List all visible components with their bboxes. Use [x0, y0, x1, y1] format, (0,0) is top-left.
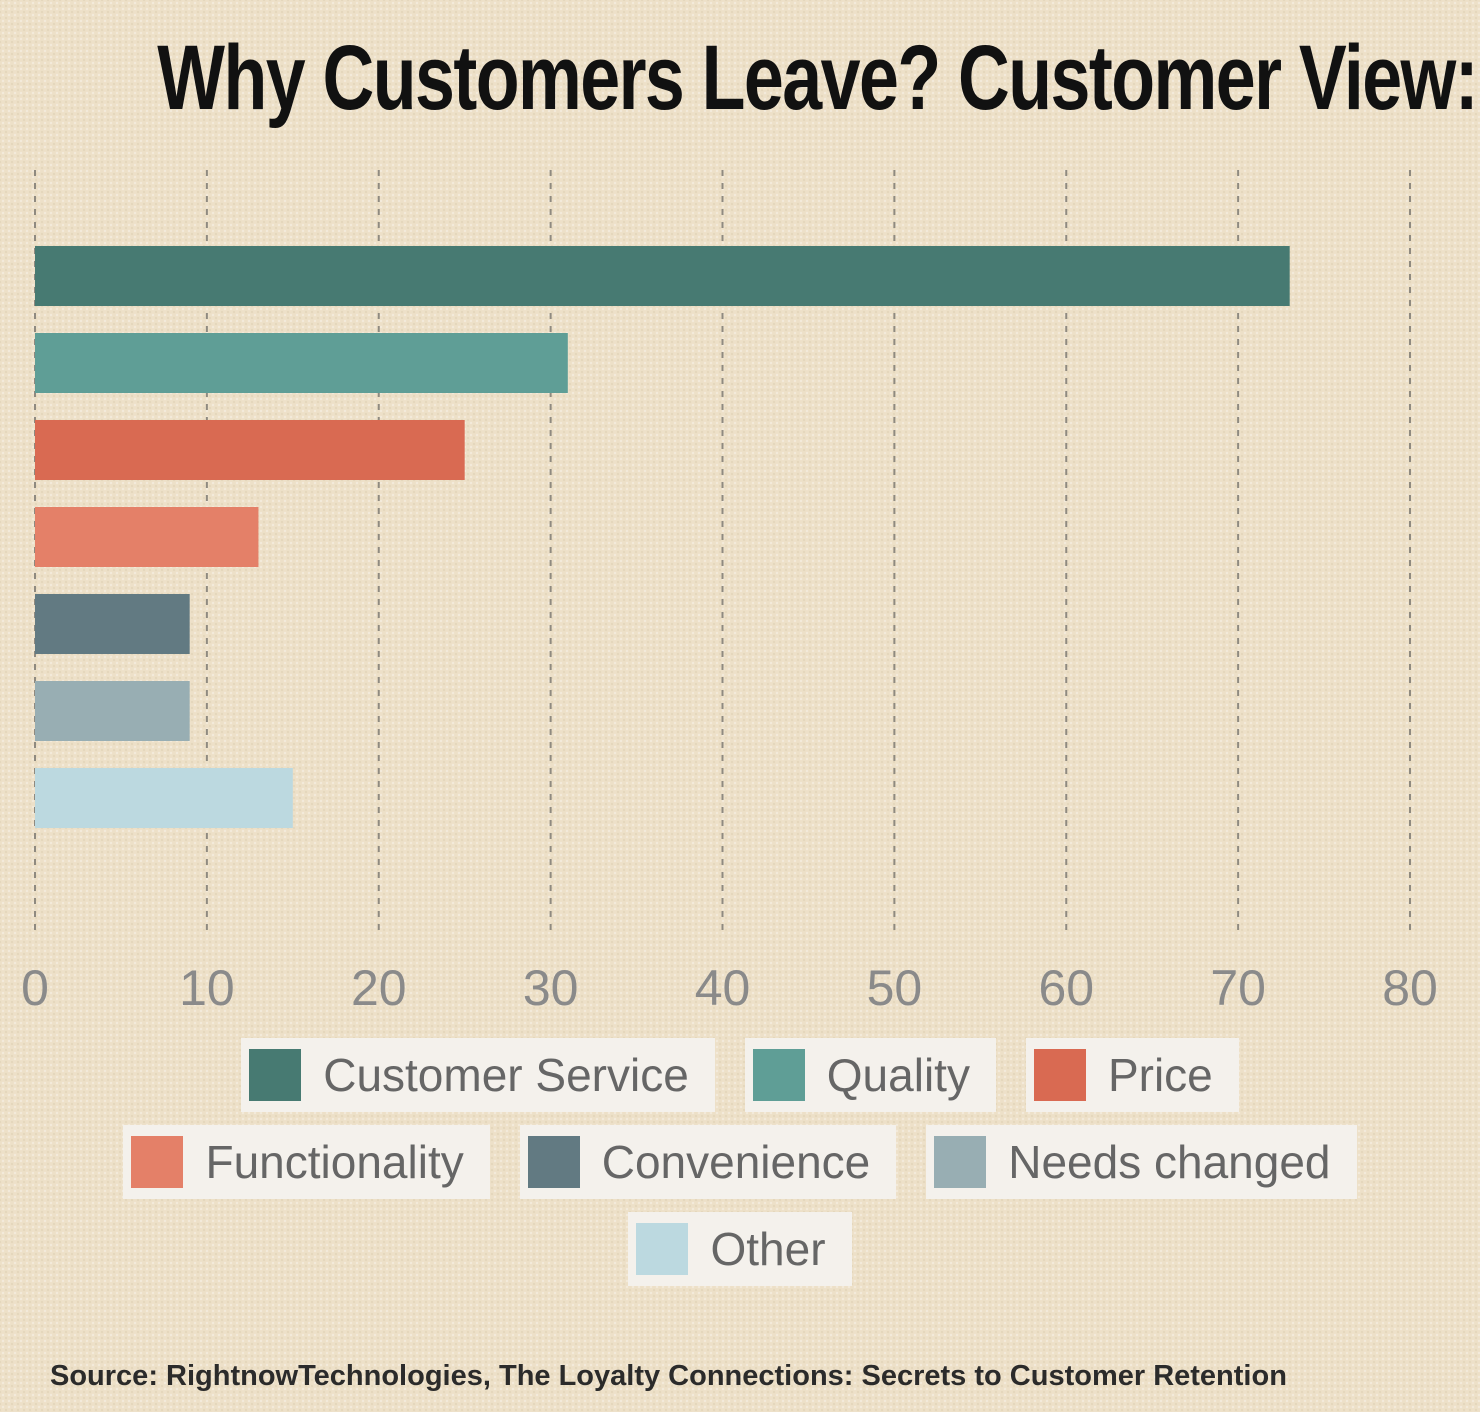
legend-item-price: Price: [1025, 1038, 1239, 1112]
bar-customer-service: [35, 246, 1290, 306]
x-tick-label: 50: [867, 960, 923, 1016]
legend-row: Customer Service Quality Price: [20, 1038, 1460, 1112]
x-tick-label: 30: [523, 960, 579, 1016]
x-tick-label: 20: [351, 960, 407, 1016]
legend-swatch: [934, 1136, 987, 1188]
x-tick-label: 70: [1210, 960, 1266, 1016]
legend-swatch: [636, 1223, 689, 1275]
x-axis-tick-labels: 0 10 20 30 40 50 60 70 80: [21, 960, 1438, 1016]
legend-item-functionality: Functionality: [123, 1125, 490, 1199]
legend-label: Convenience: [601, 1136, 871, 1188]
legend-label: Needs changed: [1008, 1136, 1331, 1188]
legend-item-other: Other: [628, 1212, 852, 1286]
legend-label: Quality: [826, 1049, 970, 1101]
x-tick-label: 60: [1038, 960, 1094, 1016]
legend-swatch: [1033, 1049, 1086, 1101]
legend-item-quality: Quality: [744, 1038, 996, 1112]
x-tick-label: 0: [21, 960, 49, 1016]
source-note: Source: RightnowTechnologies, The Loyalt…: [50, 1360, 1287, 1392]
legend-swatch: [527, 1136, 580, 1188]
bars: [35, 246, 1290, 828]
bar-needs-changed: [35, 681, 190, 741]
legend-row: Other: [20, 1212, 1460, 1286]
bar-convenience: [35, 594, 190, 654]
x-tick-label: 10: [179, 960, 235, 1016]
legend-label: Functionality: [205, 1136, 464, 1188]
legend-item-needs-changed: Needs changed: [926, 1125, 1357, 1199]
x-tick-label: 40: [695, 960, 751, 1016]
legend-item-convenience: Convenience: [519, 1125, 897, 1199]
bar-functionality: [35, 507, 259, 567]
legend-item-customer-service: Customer Service: [241, 1038, 715, 1112]
x-tick-label: 80: [1382, 960, 1438, 1016]
bar-price: [35, 420, 465, 480]
bar-quality: [35, 333, 568, 393]
chart-title: Why Customers Leave? Customer View:: [157, 27, 1478, 129]
legend: Customer Service Quality Price Functionalit…: [20, 1038, 1460, 1299]
legend-swatch: [249, 1049, 302, 1101]
bar-other: [35, 768, 293, 828]
legend-swatch: [131, 1136, 184, 1188]
legend-label: Price: [1107, 1049, 1213, 1101]
legend-label: Other: [710, 1223, 826, 1275]
legend-row: Functionality Convenience Needs changed: [20, 1125, 1460, 1199]
legend-label: Customer Service: [323, 1049, 689, 1101]
bar-chart: 0 10 20 30 40 50 60 70 80: [21, 170, 1438, 1016]
legend-swatch: [752, 1049, 805, 1101]
